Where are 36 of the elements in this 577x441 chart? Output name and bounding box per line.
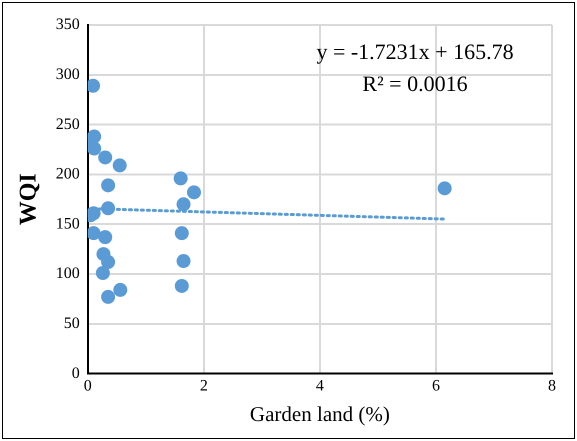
point bbox=[438, 181, 452, 196]
point bbox=[186, 185, 201, 200]
y-tick-label: 0 bbox=[72, 364, 80, 382]
point bbox=[176, 254, 191, 268]
point bbox=[101, 290, 116, 304]
x-tick-label: 4 bbox=[316, 377, 324, 394]
point bbox=[98, 150, 112, 164]
y-tick-label: 150 bbox=[56, 215, 80, 232]
x-tick-label: 0 bbox=[84, 377, 92, 394]
x-tick-label: 2 bbox=[200, 377, 208, 394]
point bbox=[174, 226, 189, 240]
y-axis-title: WQI bbox=[16, 173, 42, 226]
x-axis-title: Garden land (%) bbox=[250, 402, 390, 426]
point bbox=[176, 197, 191, 212]
point bbox=[88, 226, 101, 240]
y-tick-label: 300 bbox=[56, 66, 80, 84]
point bbox=[98, 230, 112, 244]
annotation: R² = 0.0016 bbox=[362, 70, 468, 96]
x-tick-label: 8 bbox=[548, 377, 556, 394]
y-tick-label: 50 bbox=[64, 315, 80, 332]
point bbox=[174, 278, 189, 293]
x-tick-label: 6 bbox=[432, 377, 440, 394]
point bbox=[113, 282, 128, 297]
point bbox=[88, 78, 100, 93]
y-tick-label: 200 bbox=[56, 166, 80, 183]
y-tick-label: 350 bbox=[56, 16, 80, 34]
point bbox=[101, 255, 116, 270]
point bbox=[96, 266, 110, 280]
point bbox=[101, 201, 116, 216]
point bbox=[101, 178, 116, 192]
y-tick-label: 250 bbox=[56, 116, 80, 133]
y-tick-label: 100 bbox=[56, 265, 80, 282]
annotation: y = -1.7231x + 165.78 bbox=[316, 38, 514, 64]
point bbox=[112, 158, 127, 172]
point bbox=[88, 142, 102, 156]
point bbox=[174, 171, 188, 186]
